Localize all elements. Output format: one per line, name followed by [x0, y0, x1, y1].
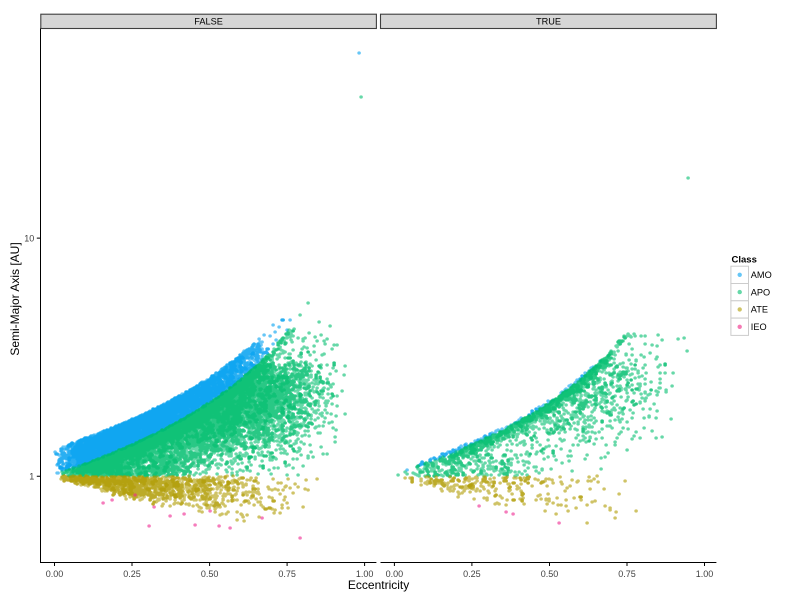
svg-text:1: 1	[29, 471, 34, 481]
svg-text:AMO: AMO	[751, 270, 772, 280]
svg-text:ATE: ATE	[751, 305, 768, 315]
svg-text:0.50: 0.50	[541, 569, 559, 579]
svg-text:Semi-Major Axis [AU]: Semi-Major Axis [AU]	[8, 242, 22, 355]
svg-text:TRUE: TRUE	[536, 17, 561, 27]
svg-text:0.75: 0.75	[618, 569, 636, 579]
svg-text:APO: APO	[751, 287, 770, 297]
svg-text:Class: Class	[732, 255, 757, 266]
svg-text:IEO: IEO	[751, 322, 767, 332]
svg-text:0.25: 0.25	[463, 569, 481, 579]
svg-text:1.00: 1.00	[356, 569, 374, 579]
svg-text:0.75: 0.75	[278, 569, 296, 579]
svg-text:0.50: 0.50	[201, 569, 219, 579]
svg-text:0.25: 0.25	[123, 569, 141, 579]
svg-text:0.00: 0.00	[46, 569, 64, 579]
svg-text:0.00: 0.00	[386, 569, 404, 579]
svg-text:1.00: 1.00	[696, 569, 714, 579]
svg-text:Eccentricity: Eccentricity	[348, 578, 409, 592]
svg-text:FALSE: FALSE	[194, 17, 223, 27]
svg-text:10: 10	[24, 233, 34, 243]
